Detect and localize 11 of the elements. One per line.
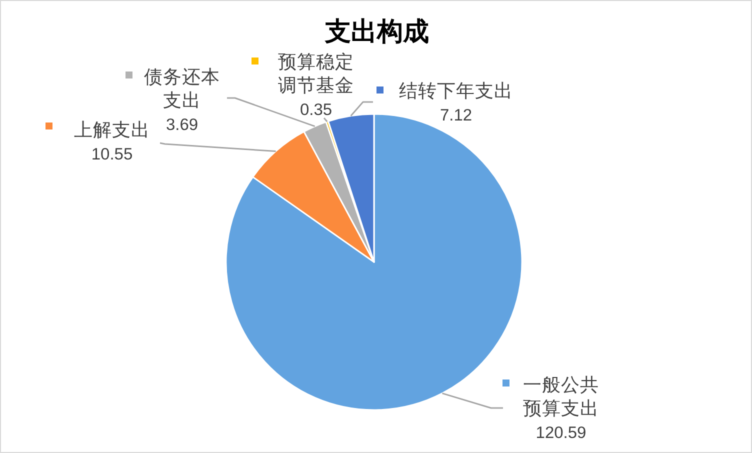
data-label: 0.35 [300,101,332,119]
legend-label: 上解支出 [74,119,150,140]
legend-label: 债务还本支出 [144,66,220,110]
data-label: 7.12 [440,106,472,124]
data-label: 3.69 [166,116,198,134]
chart-title: 支出构成 [324,16,429,46]
data-label: 120.59 [536,424,586,442]
data-label: 10.55 [91,146,133,164]
legend-label: 预算稳定调节基金 [278,51,354,96]
legend-label: 结转下年支出 [399,80,513,101]
legend-label: 一般公共预算支出 [523,374,599,418]
